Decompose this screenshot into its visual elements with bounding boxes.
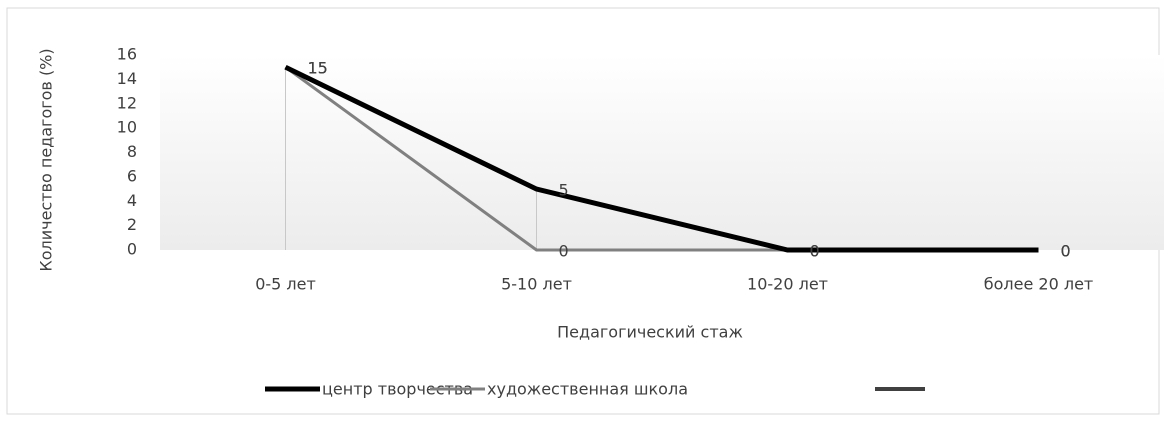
data-label: 15 [308,59,328,78]
y-tick-label: 10 [117,118,137,137]
y-tick-label: 0 [127,240,137,259]
y-tick-label: 16 [117,45,137,64]
data-label: 5 [559,181,569,200]
x-tick-label: 10-20 лет [747,275,828,294]
x-tick-label: 5-10 лет [501,275,572,294]
y-tick-label: 12 [117,93,137,112]
data-label: 0 [810,242,820,261]
y-tick-label: 8 [127,142,137,161]
x-axis-title: Педагогический стаж [557,323,743,342]
data-label: 15 [308,59,328,78]
legend-label: художественная школа [487,380,688,399]
y-tick-label: 14 [117,69,137,88]
data-label: 0 [1061,242,1071,261]
x-tick-label: 0-5 лет [255,275,316,294]
data-label: 0 [810,242,820,261]
y-tick-label: 6 [127,166,137,185]
x-tick-label: более 20 лет [984,275,1094,294]
y-tick-label: 4 [127,191,137,210]
y-axis-title: Количество педагогов (%) [37,48,56,271]
data-label: 0 [559,242,569,261]
series-line [284,64,1039,253]
y-tick-label: 2 [127,215,137,234]
data-label: 0 [1061,242,1071,261]
legend-label: центр творчества [322,380,473,399]
